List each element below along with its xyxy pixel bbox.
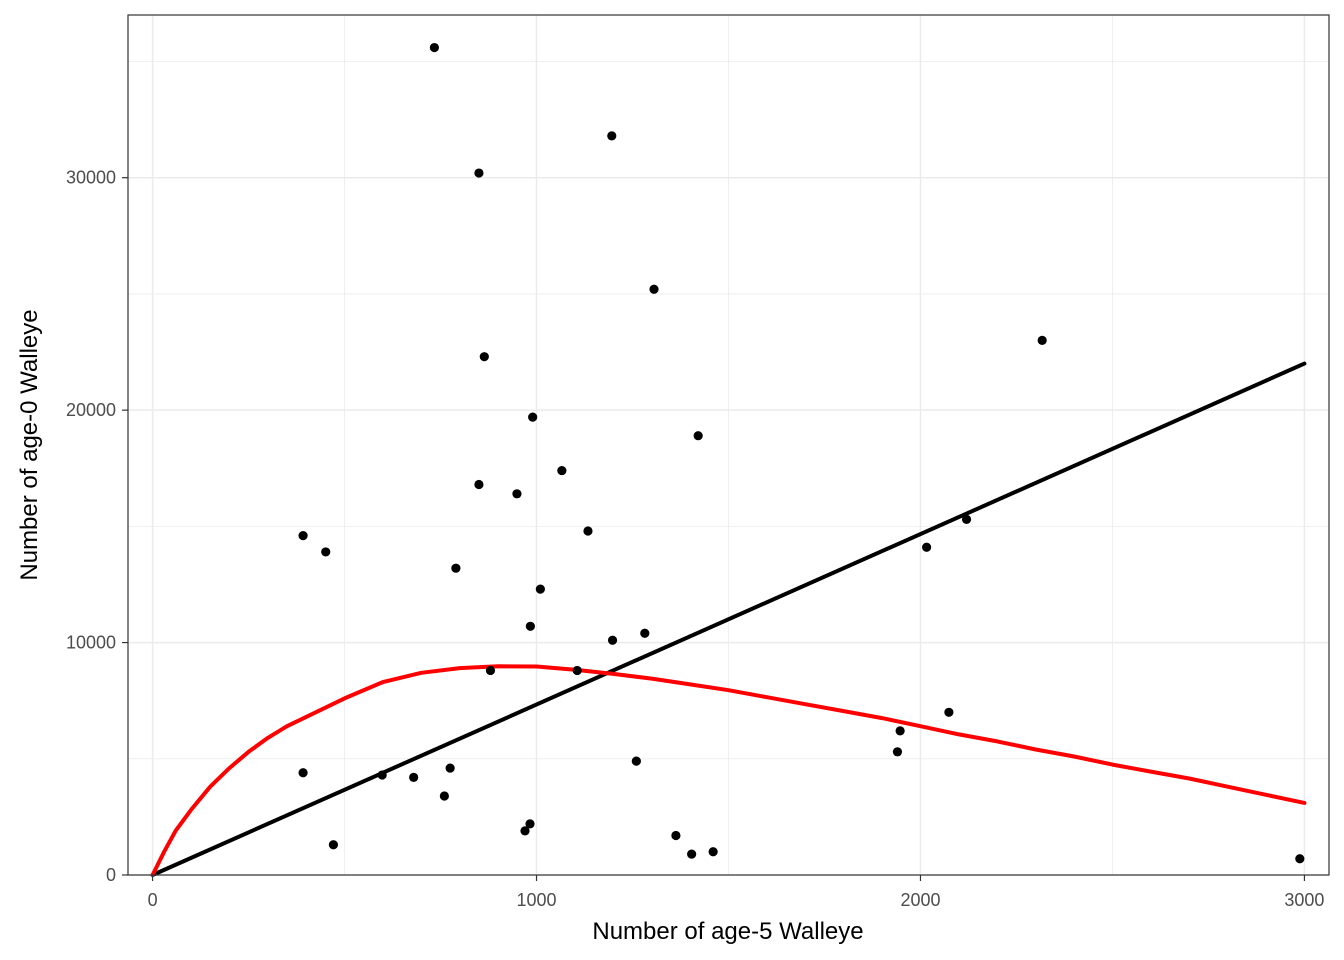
- data-point: [474, 479, 484, 490]
- data-point: [895, 726, 905, 736]
- data-point: [377, 770, 387, 780]
- data-point: [1037, 335, 1047, 346]
- data-point: [525, 819, 535, 829]
- data-point: [1295, 854, 1305, 864]
- data-point: [687, 849, 697, 859]
- data-point: [525, 621, 535, 631]
- data-point: [557, 465, 567, 476]
- x-tick-label: 0: [148, 890, 158, 910]
- data-point: [298, 531, 308, 541]
- y-tick-label: 0: [106, 865, 116, 885]
- data-point: [528, 412, 538, 422]
- data-point: [321, 547, 331, 557]
- x-axis-ticks: 0 1000 2000 3000: [148, 875, 1324, 910]
- data-point: [583, 526, 593, 536]
- data-point: [429, 42, 439, 53]
- data-point: [640, 628, 650, 638]
- x-axis-title: Number of age-5 Walleye: [592, 918, 863, 945]
- data-point: [439, 791, 449, 801]
- data-point: [328, 840, 339, 850]
- plot-border: [127, 14, 1330, 876]
- data-point: [607, 635, 618, 645]
- fit-lines: [150, 361, 1307, 877]
- y-tick-label: 30000: [66, 168, 116, 188]
- data-point: [479, 352, 489, 362]
- data-point: [892, 747, 903, 757]
- data-point: [671, 830, 681, 841]
- data-point: [474, 168, 484, 178]
- data-point: [708, 847, 718, 857]
- data-point: [631, 756, 641, 766]
- data-point: [572, 665, 582, 676]
- data-point: [961, 514, 972, 524]
- data-point: [409, 772, 419, 782]
- x-tick-label: 3000: [1284, 890, 1324, 910]
- data-point: [649, 284, 659, 294]
- data-point: [693, 431, 703, 441]
- data-points: [298, 42, 1305, 864]
- data-point: [922, 542, 932, 552]
- y-tick-label: 20000: [66, 400, 116, 420]
- data-point: [535, 584, 545, 594]
- data-point: [451, 563, 461, 573]
- data-point: [445, 763, 455, 773]
- y-axis-ticks: 0 10000 20000 30000: [66, 168, 128, 885]
- data-point: [944, 707, 954, 717]
- data-point: [607, 131, 617, 141]
- minor-gridlines: [128, 15, 1329, 875]
- data-point: [520, 826, 530, 836]
- linear-fit-line: [150, 361, 1307, 877]
- data-point: [512, 489, 522, 499]
- data-point: [485, 665, 496, 676]
- ricker-fit-curve: [150, 664, 1307, 877]
- x-tick-label: 2000: [900, 890, 940, 910]
- y-axis-title: Number of age-0 Walleye: [16, 309, 43, 580]
- x-tick-label: 1000: [517, 890, 557, 910]
- y-tick-label: 10000: [66, 633, 116, 653]
- data-point: [298, 768, 308, 778]
